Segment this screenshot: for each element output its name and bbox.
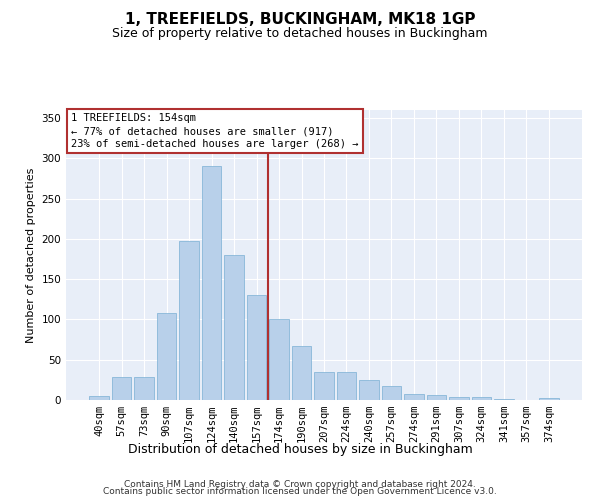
Bar [269,320,289,400]
Bar [157,313,176,400]
Bar [472,397,491,400]
Bar [539,398,559,400]
Bar [202,166,221,400]
Text: 1, TREEFIELDS, BUCKINGHAM, MK18 1GP: 1, TREEFIELDS, BUCKINGHAM, MK18 1GP [125,12,475,28]
Bar [179,242,199,400]
Text: 1 TREEFIELDS: 154sqm
← 77% of detached houses are smaller (917)
23% of semi-deta: 1 TREEFIELDS: 154sqm ← 77% of detached h… [71,113,359,150]
Bar [427,395,446,400]
Text: Distribution of detached houses by size in Buckingham: Distribution of detached houses by size … [128,442,472,456]
Bar [449,397,469,400]
Bar [382,386,401,400]
Bar [224,255,244,400]
Bar [292,346,311,400]
Y-axis label: Number of detached properties: Number of detached properties [26,168,36,342]
Bar [359,380,379,400]
Text: Size of property relative to detached houses in Buckingham: Size of property relative to detached ho… [112,28,488,40]
Text: Contains HM Land Registry data © Crown copyright and database right 2024.: Contains HM Land Registry data © Crown c… [124,480,476,489]
Bar [134,378,154,400]
Bar [337,372,356,400]
Bar [494,399,514,400]
Text: Contains public sector information licensed under the Open Government Licence v3: Contains public sector information licen… [103,488,497,496]
Bar [404,394,424,400]
Bar [314,372,334,400]
Bar [89,396,109,400]
Bar [112,378,131,400]
Bar [247,296,266,400]
